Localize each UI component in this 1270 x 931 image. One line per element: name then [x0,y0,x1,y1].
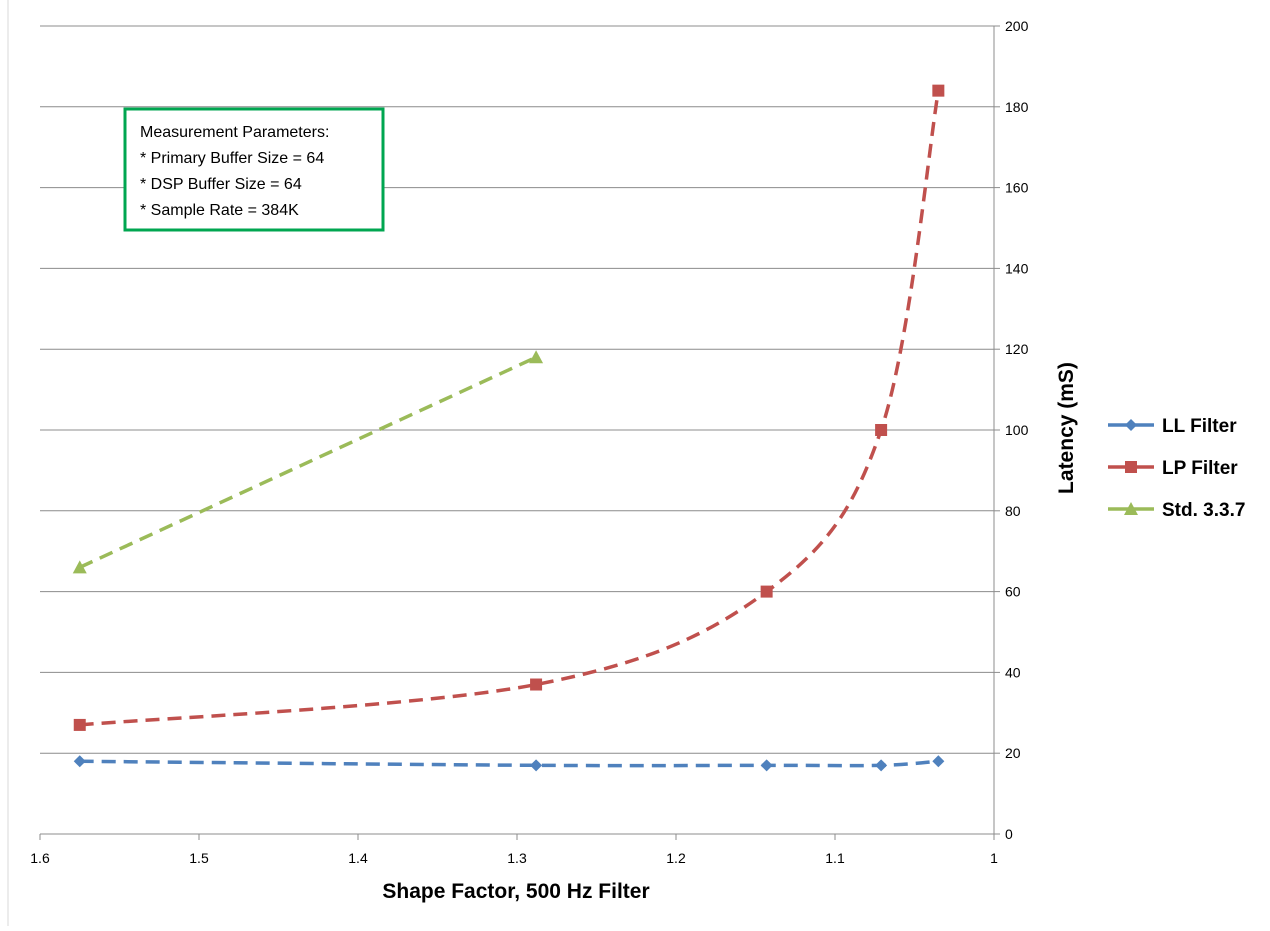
x-axis-label: Shape Factor, 500 Hz Filter [382,880,649,903]
annotation-line: * DSP Buffer Size = 64 [140,176,302,193]
data-point [72,560,87,574]
series-lp-filter [73,84,945,731]
legend-label: LP Filter [1162,458,1238,479]
y-tick-label: 160 [1005,180,1029,196]
legend-label: LL Filter [1162,416,1237,437]
legend-item: LP Filter [1108,458,1238,479]
legend-item: Std. 3.3.7 [1108,500,1245,521]
y-tick-label: 0 [1005,826,1013,842]
y-tick-label: 100 [1005,422,1029,438]
y-tick-label: 200 [1005,18,1029,34]
data-point [760,585,773,598]
y-tick-label: 20 [1005,745,1021,761]
series-std-3-3-7 [72,350,544,574]
x-tick-label: 1.2 [666,850,686,866]
legend-marker [1125,419,1137,431]
data-point [530,678,543,691]
x-tick-label: 1.5 [189,850,209,866]
data-point [760,759,773,772]
x-tick-label: 1.4 [348,850,368,866]
data-point [73,755,86,768]
y-axis-label: Latency (mS) [1055,362,1078,494]
annotation-line: * Sample Rate = 384K [140,202,299,219]
annotation-line: Measurement Parameters: [140,124,329,141]
y-tick-label: 80 [1005,503,1021,519]
y-tick-label: 140 [1005,260,1029,276]
legend-label: Std. 3.3.7 [1162,500,1245,521]
series-line [79,355,537,569]
data-point [529,350,544,364]
measurement-parameters-box: Measurement Parameters: * Primary Buffer… [123,107,385,232]
annotation-border [123,107,385,232]
data-point [530,759,543,772]
series-line [79,759,939,768]
data-point [932,84,945,97]
legend-marker [1124,502,1138,515]
data-point [875,424,888,436]
legend: LL Filter LP Filter Std. 3.3.7 [1108,416,1245,521]
annotation-line: * Primary Buffer Size = 64 [140,150,324,167]
x-tick-label: 1.1 [825,850,845,866]
grid-lines [40,25,994,754]
data-point [875,759,888,772]
data-point [932,755,945,768]
y-tick-label: 180 [1005,99,1029,115]
legend-item: LL Filter [1108,416,1237,437]
y-tick-label: 60 [1005,584,1021,600]
series-line [79,90,941,727]
series-layer [72,84,945,772]
data-point [73,718,86,731]
axes: 1.6 1.5 1.4 1.3 1.2 1.1 10 20 40 60 80 100 120 140 160… [30,18,1028,866]
legend-marker [1125,461,1137,473]
y-tick-label: 120 [1005,341,1029,357]
x-tick-label: 1.6 [30,850,50,866]
x-tick-label: 1.3 [507,850,527,866]
y-tick-label: 40 [1005,664,1021,680]
series-ll-filter [73,755,945,772]
x-tick-label: 1 [990,850,998,866]
